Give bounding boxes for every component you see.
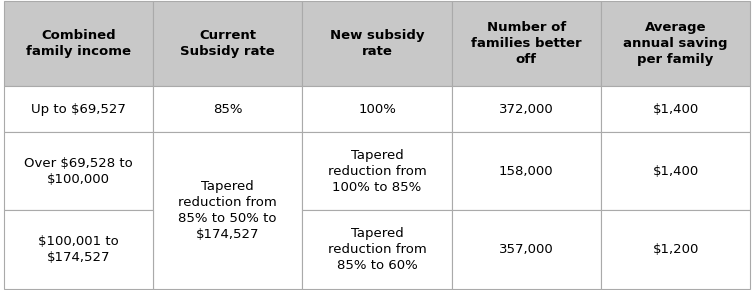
Text: $100,001 to
$174,527: $100,001 to $174,527 bbox=[38, 235, 119, 264]
Bar bbox=[302, 132, 452, 210]
Text: $1,400: $1,400 bbox=[652, 165, 699, 178]
Text: Over $69,528 to
$100,000: Over $69,528 to $100,000 bbox=[24, 157, 133, 186]
Bar bbox=[4, 1, 153, 86]
Text: 158,000: 158,000 bbox=[499, 165, 553, 178]
Bar bbox=[601, 1, 750, 86]
Text: 100%: 100% bbox=[358, 103, 396, 116]
Bar bbox=[153, 1, 302, 86]
Text: Current
Subsidy rate: Current Subsidy rate bbox=[180, 29, 275, 58]
Bar bbox=[302, 210, 452, 289]
Bar bbox=[452, 210, 601, 289]
Bar bbox=[153, 132, 302, 289]
Text: 85%: 85% bbox=[213, 103, 243, 116]
Bar bbox=[302, 86, 452, 132]
Bar bbox=[452, 86, 601, 132]
Bar bbox=[302, 1, 452, 86]
Bar bbox=[4, 132, 153, 210]
Text: New subsidy
rate: New subsidy rate bbox=[329, 29, 425, 58]
Text: 372,000: 372,000 bbox=[499, 103, 553, 116]
Bar bbox=[601, 132, 750, 210]
Bar bbox=[452, 132, 601, 210]
Text: $1,200: $1,200 bbox=[652, 243, 699, 256]
Text: $1,400: $1,400 bbox=[652, 103, 699, 116]
Bar bbox=[4, 210, 153, 289]
Bar bbox=[601, 86, 750, 132]
Text: Combined
family income: Combined family income bbox=[26, 29, 131, 58]
Bar bbox=[153, 86, 302, 132]
Bar bbox=[452, 1, 601, 86]
Text: Number of
families better
off: Number of families better off bbox=[471, 21, 581, 66]
Text: Average
annual saving
per family: Average annual saving per family bbox=[624, 21, 728, 66]
Bar bbox=[4, 86, 153, 132]
Bar bbox=[601, 210, 750, 289]
Text: Tapered
reduction from
85% to 50% to
$174,527: Tapered reduction from 85% to 50% to $17… bbox=[179, 180, 277, 241]
Text: Tapered
reduction from
100% to 85%: Tapered reduction from 100% to 85% bbox=[328, 149, 426, 194]
Text: 357,000: 357,000 bbox=[499, 243, 553, 256]
Text: Tapered
reduction from
85% to 60%: Tapered reduction from 85% to 60% bbox=[328, 227, 426, 272]
Text: Up to $69,527: Up to $69,527 bbox=[31, 103, 126, 116]
